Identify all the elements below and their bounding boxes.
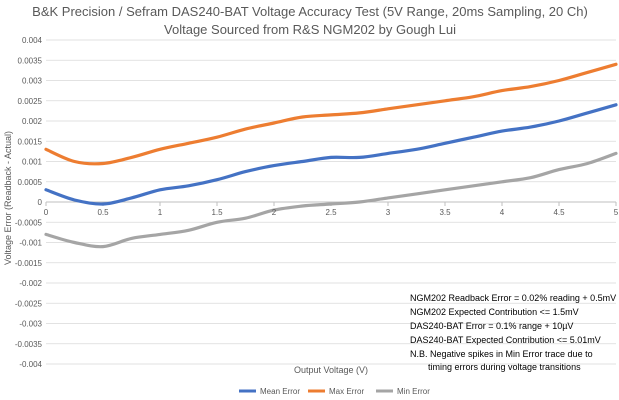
x-tick-label: 3 <box>386 208 391 217</box>
y-tick-label: -0.003 <box>19 320 42 329</box>
x-tick-label: 2 <box>272 208 277 217</box>
min-error-line <box>44 151 618 249</box>
legend-label: Max Error <box>329 387 364 396</box>
y-axis-title: Voltage Error (Readback - Actual) <box>3 131 13 265</box>
chart-title-line-1: B&K Precision / Sefram DAS240-BAT Voltag… <box>32 4 588 19</box>
annotation-line: NGM202 Expected Contribution <= 1.5mV <box>410 307 579 317</box>
x-tick-label: 1 <box>158 208 163 217</box>
y-tick-label: 0.002 <box>22 117 43 126</box>
series-lines <box>44 62 618 249</box>
max-error-line <box>44 62 618 166</box>
x-tick-label: 3.5 <box>439 208 451 217</box>
annotation-line: DAS240-BAT Expected Contribution <= 5.01… <box>410 335 601 345</box>
gridlines <box>46 39 616 365</box>
legend-entry: Max Error <box>308 387 364 396</box>
x-tick-label: 4 <box>500 208 505 217</box>
mean-error-line <box>44 103 618 206</box>
y-tick-label: -0.0035 <box>15 340 43 349</box>
y-tick-labels: -0.004 -0.0035 -0.003 -0.0025 -0.002 -0.0015 -… <box>15 36 43 369</box>
y-tick-label: -0.0005 <box>15 218 43 227</box>
y-tick-label: -0.002 <box>19 279 42 288</box>
legend-entry: Mean Error <box>239 387 300 396</box>
y-tick-label: 0.0035 <box>18 56 43 65</box>
y-tick-label: 0.001 <box>22 158 43 167</box>
legend-entry: Min Error <box>376 387 430 396</box>
y-tick-label: 0.0005 <box>18 178 43 187</box>
chart-title-line-2: Voltage Sourced from R&S NGM202 by Gough… <box>164 22 456 37</box>
y-tick-label: 0.003 <box>22 77 43 86</box>
x-axis-title: Output Voltage (V) <box>294 365 368 375</box>
x-tick-label: 2.5 <box>325 208 337 217</box>
axes <box>45 201 617 206</box>
y-tick-label: -0.004 <box>19 360 42 369</box>
y-tick-label: 0.0025 <box>18 97 43 106</box>
legend-label: Min Error <box>397 387 430 396</box>
x-tick-label: 1.5 <box>211 208 223 217</box>
annotation-text: NGM202 Readback Error = 0.02% reading + … <box>410 293 616 372</box>
y-tick-label: -0.001 <box>19 239 42 248</box>
x-tick-labels: 0 0.5 1 1.5 2 2.5 3 3.5 4 4.5 5 <box>44 208 619 217</box>
legend: Mean Error Max Error Min Error <box>239 387 430 396</box>
x-tick-label: 0.5 <box>97 208 109 217</box>
annotation-line: timing errors during voltage transitions <box>428 362 581 372</box>
y-tick-label: 0 <box>38 198 43 207</box>
x-tick-label: 5 <box>614 208 619 217</box>
x-tick-label: 0 <box>44 208 49 217</box>
annotation-line: N.B. Negative spikes in Min Error trace … <box>410 349 593 359</box>
y-tick-label: 0.0015 <box>18 137 43 146</box>
annotation-line: DAS240-BAT Error = 0.1% range + 10µV <box>410 321 573 331</box>
x-tick-label: 4.5 <box>553 208 565 217</box>
chart-title: B&K Precision / Sefram DAS240-BAT Voltag… <box>32 4 588 37</box>
annotation-line: NGM202 Readback Error = 0.02% reading + … <box>410 293 616 303</box>
y-tick-label: -0.0015 <box>15 259 43 268</box>
legend-label: Mean Error <box>260 387 300 396</box>
y-tick-label: 0.004 <box>22 36 43 45</box>
y-tick-label: -0.0025 <box>15 299 43 308</box>
